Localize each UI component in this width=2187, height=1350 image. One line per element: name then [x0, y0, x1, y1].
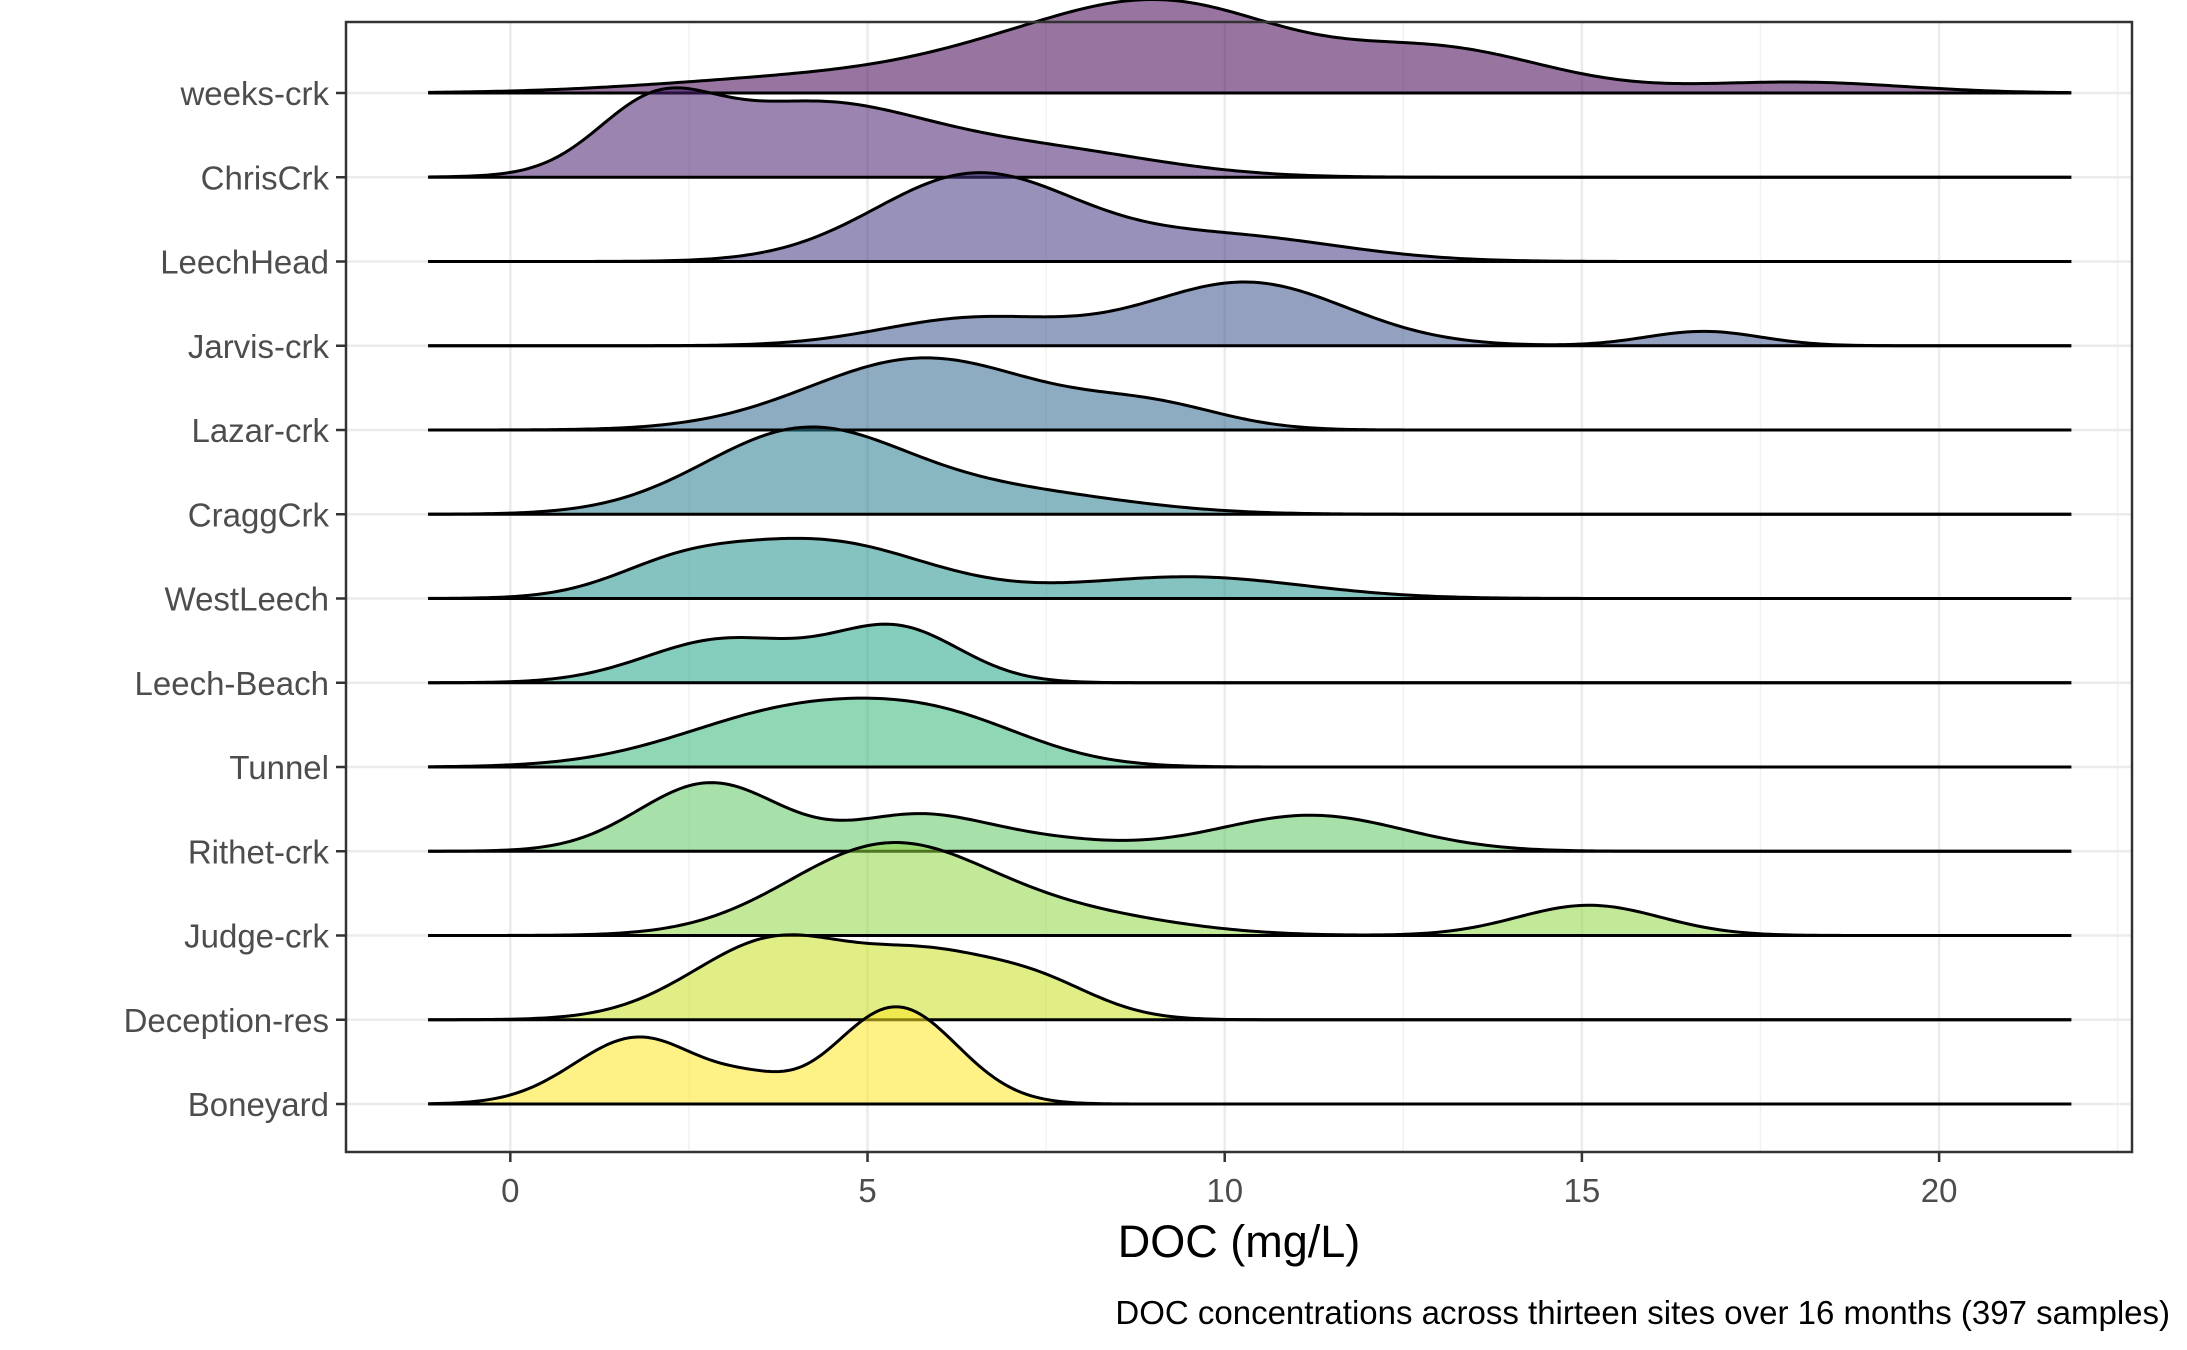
x-tick-label: 20: [1921, 1172, 1958, 1209]
y-axis: weeks-crk ChrisCrk LeechHead Jarvis-crk Laza…: [124, 75, 346, 1123]
x-axis-title: DOC (mg/L): [1118, 1216, 1361, 1267]
ridge-fill-chriscrk: [428, 87, 2072, 178]
ridge-fill-westleech: [428, 538, 2072, 599]
density-ridges: [428, 0, 2072, 1106]
ridge-fill-leechhead: [428, 172, 2072, 262]
x-tick-label: 15: [1564, 1172, 1601, 1209]
x-tick-label: 10: [1206, 1172, 1243, 1209]
y-tick-label-westleech: WestLeech: [165, 581, 329, 618]
y-tick-label-lazar-crk: Lazar-crk: [191, 412, 329, 449]
y-tick-label-tunnel: Tunnel: [229, 749, 329, 786]
ridge-fill-jarvis-crk: [428, 282, 2072, 346]
y-tick-label-craggcrk: CraggCrk: [188, 496, 330, 533]
y-tick-label-deception-res: Deception-res: [124, 1002, 329, 1039]
ridge-fill-rithet-crk: [428, 782, 2072, 852]
ridge-fill-tunnel: [428, 698, 2072, 767]
y-tick-label-weeks-crk: weeks-crk: [179, 75, 329, 112]
ridge-fill-boneyard: [428, 1006, 2072, 1104]
y-tick-label-judge-crk: Judge-crk: [184, 918, 329, 955]
panel-border: [344, 20, 2134, 1154]
ridge-fill-leech-beach: [428, 624, 2072, 683]
y-tick-label-boneyard: Boneyard: [188, 1086, 329, 1123]
x-tick-label: 5: [858, 1172, 876, 1209]
ridge-fill-deception-res: [428, 934, 2072, 1020]
ridge-line-weeks-crk: [428, 0, 2072, 95]
y-tick-label-rithet-crk: Rithet-crk: [188, 833, 330, 870]
chart-caption: DOC concentrations across thirteen sites…: [1115, 1294, 2170, 1331]
y-tick-label-leechhead: LeechHead: [160, 244, 329, 281]
y-tick-label-leech-beach: Leech-Beach: [135, 665, 329, 702]
ridge-fill-craggcrk: [428, 426, 2072, 515]
ridge-fill-judge-crk: [428, 842, 2072, 936]
y-tick-label-jarvis-crk: Jarvis-crk: [188, 328, 330, 365]
y-tick-label-chriscrk: ChrisCrk: [201, 159, 330, 196]
x-axis: 0 5 10 15 20: [501, 1152, 1957, 1209]
x-tick-label: 0: [501, 1172, 519, 1209]
